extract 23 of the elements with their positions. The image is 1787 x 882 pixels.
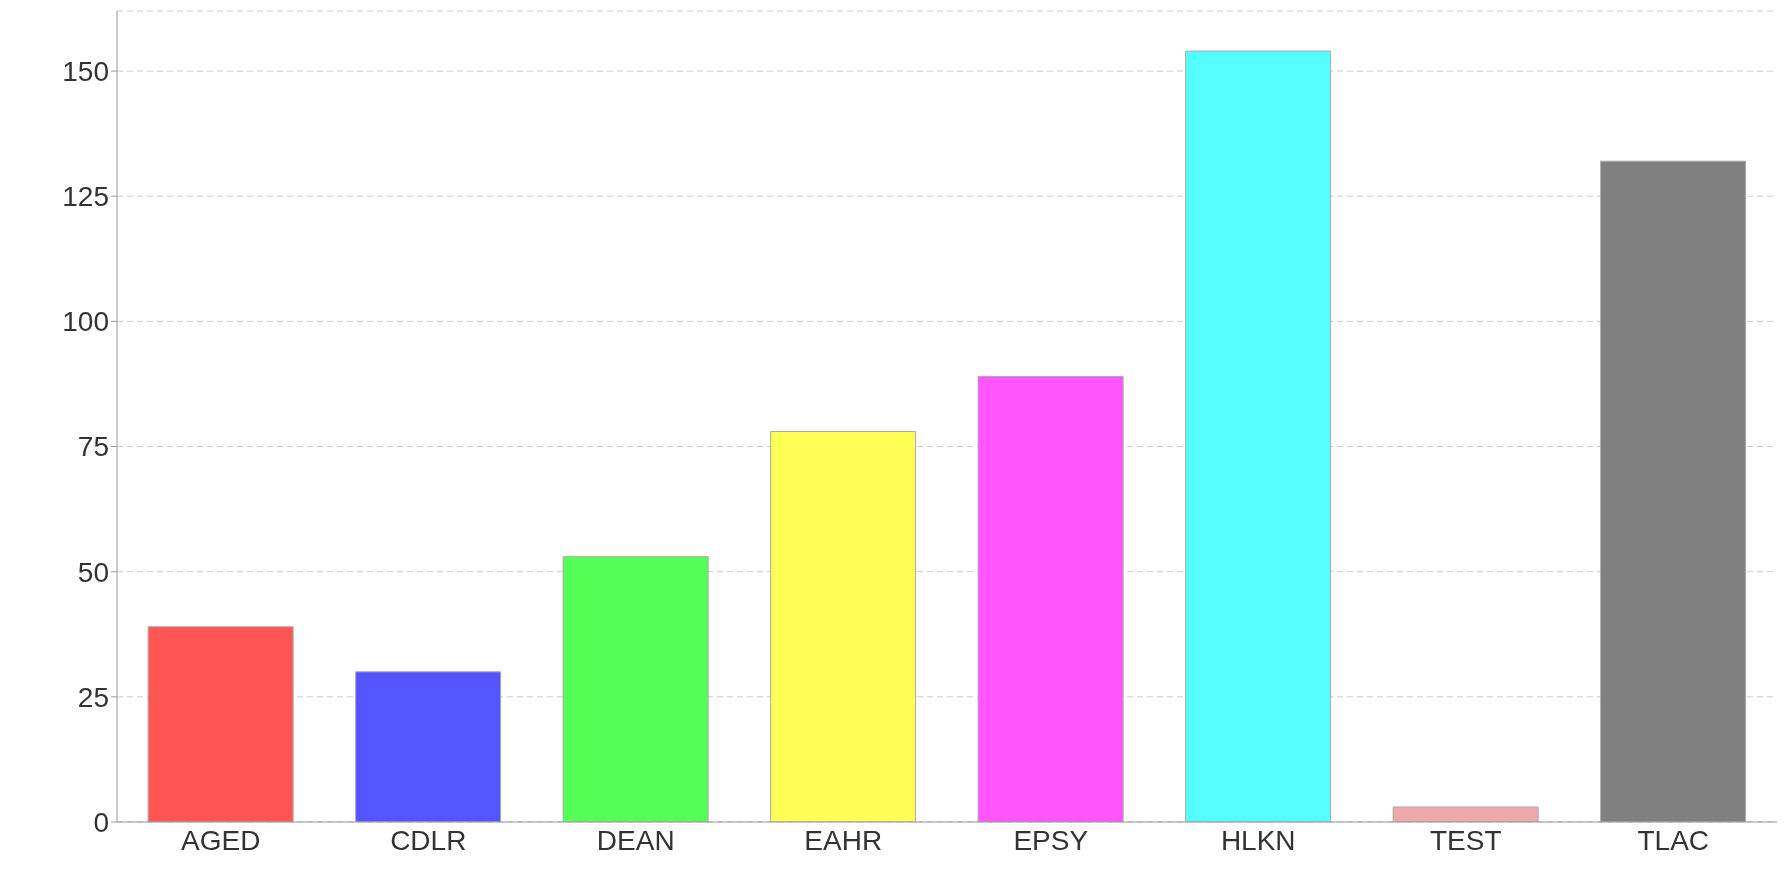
x-tick-label: EPSY [1013,824,1089,856]
x-tick-label: DEAN [596,824,675,856]
bar [1600,160,1747,822]
bar [355,671,502,822]
bar [1185,50,1332,822]
x-tick-label: CDLR [390,824,467,856]
x-tick-label: EAHR [804,824,883,856]
y-tick-label: 100 [62,306,109,338]
y-tick-label: 25 [77,681,109,713]
x-tick-label: HLKN [1220,824,1296,856]
y-tick-label: 75 [77,431,109,463]
x-tick-label: TLAC [1637,824,1710,856]
x-tick-label: TEST [1429,824,1502,856]
bar [770,431,917,822]
y-tick-label: 50 [77,556,109,588]
bar [977,375,1124,822]
y-tick-label: 125 [62,181,109,213]
bar [562,556,709,822]
y-tick-label: 150 [62,56,109,88]
bar [1392,806,1539,822]
y-tick-label: 0 [93,806,109,838]
x-tick-label: AGED [181,824,261,856]
bar [147,626,294,822]
